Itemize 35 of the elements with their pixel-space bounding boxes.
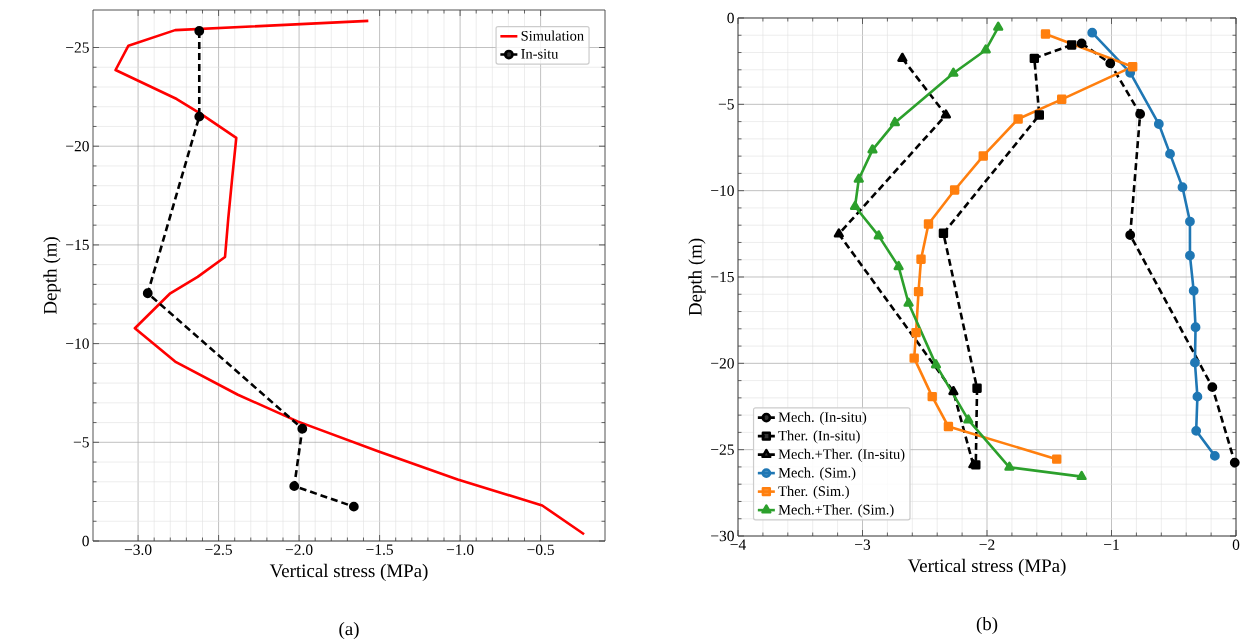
legend-label: Mech. (In-situ) [778, 411, 867, 425]
y-tick-label: −5 [718, 99, 734, 110]
y-axis-title: Depth (m) [688, 238, 706, 316]
x-axis-title: Vertical stress (MPa) [907, 558, 1066, 576]
x-tick-label: −2 [979, 539, 995, 550]
x-tick-label: 0 [1232, 539, 1240, 550]
y-tick-label: −15 [711, 271, 734, 283]
x-tick-label: −2.5 [205, 544, 232, 555]
legend-label: Ther. (In-situ) [778, 430, 860, 444]
legend-label: Ther. (Sim.) [778, 485, 849, 499]
legend-label: Mech.+Ther. (Sim.) [778, 504, 894, 518]
x-axis-title: Vertical stress (MPa) [269, 563, 428, 582]
legend-label: Mech. (Sim.) [778, 467, 856, 481]
x-tick-label: −1.0 [446, 544, 474, 556]
x-tick-label: −3 [855, 539, 871, 550]
y-axis-title: Depth (m) [43, 237, 61, 315]
y-tick-label: −5 [73, 437, 89, 448]
y-tick-label: −10 [711, 185, 734, 196]
y-tick-label: 0 [727, 12, 734, 24]
x-tick-label: −2.0 [285, 544, 313, 556]
x-tick-label: −0.5 [527, 544, 554, 556]
text: (b) [976, 616, 998, 635]
legend-label: Simulation [521, 30, 584, 41]
y-tick-label: −20 [711, 358, 734, 369]
y-tick-label: −25 [711, 444, 734, 455]
y-tick-label: −15 [66, 239, 89, 251]
y-tick-label: −25 [66, 42, 89, 53]
x-tick-label: −1 [1104, 539, 1119, 550]
legend-label: In-situ [521, 49, 559, 59]
y-tick-label: −10 [66, 338, 89, 349]
y-tick-label: −20 [66, 141, 89, 152]
legend-label: Mech.+Ther. (In-situ) [778, 448, 905, 462]
x-tick-label: −3.0 [124, 544, 152, 556]
x-tick-label: −1.5 [366, 544, 393, 555]
text: (a) [339, 621, 359, 640]
